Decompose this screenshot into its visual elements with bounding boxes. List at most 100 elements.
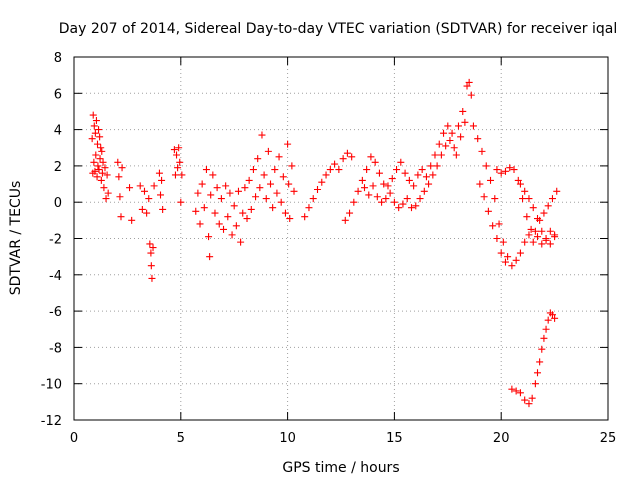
chart-title: Day 207 of 2014, Sidereal Day-to-day VTE… — [59, 21, 617, 37]
data-point — [521, 396, 529, 404]
data-point — [226, 189, 234, 197]
data-point — [146, 240, 154, 248]
data-point — [501, 167, 509, 175]
data-point — [322, 171, 330, 179]
data-point — [209, 171, 217, 179]
data-point — [177, 198, 185, 206]
data-point — [117, 213, 125, 221]
data-point — [128, 216, 136, 224]
data-point — [249, 166, 257, 174]
data-point — [512, 387, 520, 395]
data-point — [429, 171, 437, 179]
data-point — [501, 258, 509, 266]
data-point — [422, 173, 430, 181]
data-point — [405, 176, 413, 184]
data-point — [348, 153, 356, 161]
data-point — [358, 176, 366, 184]
data-point — [222, 182, 230, 190]
data-point — [98, 169, 106, 177]
data-point — [516, 180, 524, 188]
data-point — [380, 180, 388, 188]
data-point — [433, 162, 441, 170]
x-axis-label: GPS time / hours — [282, 460, 399, 476]
data-point — [115, 173, 123, 181]
data-point — [454, 122, 462, 130]
data-point — [444, 122, 452, 130]
data-point — [531, 380, 539, 388]
data-point — [431, 151, 439, 159]
data-point — [194, 189, 202, 197]
data-point — [103, 171, 111, 179]
data-point — [523, 213, 531, 221]
data-point — [521, 187, 529, 195]
data-point — [88, 135, 96, 143]
data-point — [480, 193, 488, 201]
data-point — [525, 231, 533, 239]
data-point — [155, 169, 163, 177]
data-point — [365, 191, 373, 199]
data-point — [493, 235, 501, 242]
data-point — [138, 205, 146, 213]
data-point — [410, 182, 418, 190]
data-point — [158, 176, 166, 184]
data-point — [478, 147, 486, 155]
axis-ticks: 0 5 10 15 20 25 -12 -10 -8 -6 -4 -2 0 2 4 6 8 — [41, 51, 617, 446]
data-point — [89, 111, 97, 119]
data-point — [94, 162, 102, 170]
data-point — [382, 195, 390, 203]
x-tick-label: 0 — [70, 431, 78, 446]
data-point — [95, 166, 103, 174]
y-tick-label: -12 — [41, 414, 62, 429]
y-tick-label: -2 — [49, 233, 62, 248]
data-point — [491, 195, 499, 203]
data-point — [173, 151, 181, 159]
data-point — [116, 193, 124, 201]
data-point — [378, 198, 386, 206]
data-point — [542, 236, 550, 244]
data-point — [416, 195, 424, 203]
data-point — [267, 180, 275, 188]
data-point — [288, 162, 296, 170]
data-point — [401, 169, 409, 177]
data-point — [525, 195, 533, 203]
data-point — [548, 195, 556, 203]
data-point — [118, 164, 126, 172]
data-point — [354, 187, 362, 195]
grid — [74, 57, 608, 420]
data-point — [269, 204, 277, 212]
data-point — [264, 147, 272, 155]
data-point — [90, 158, 98, 166]
data-point — [403, 195, 411, 203]
data-point — [104, 189, 112, 197]
y-tick-label: -6 — [49, 305, 62, 320]
data-point — [540, 209, 548, 217]
data-point — [318, 178, 326, 186]
data-point — [247, 205, 255, 213]
data-point — [384, 182, 392, 190]
data-point — [489, 222, 497, 230]
data-point — [230, 202, 238, 210]
data-point — [285, 180, 293, 188]
data-point — [252, 193, 260, 201]
data-point — [371, 158, 379, 166]
data-point — [390, 198, 398, 206]
data-point — [412, 202, 420, 210]
data-point — [548, 311, 556, 319]
data-point — [206, 253, 214, 261]
y-tick-label: 2 — [54, 160, 62, 175]
data-point — [326, 166, 334, 174]
data-point — [198, 180, 206, 188]
data-point — [499, 238, 507, 246]
data-point — [90, 122, 98, 130]
x-tick-label: 15 — [386, 431, 403, 446]
data-point — [98, 147, 106, 155]
data-point — [232, 222, 240, 230]
data-point — [534, 233, 542, 241]
data-point — [114, 158, 122, 166]
data-point — [393, 166, 401, 174]
data-point — [192, 207, 200, 215]
data-point — [529, 238, 537, 246]
data-point — [245, 176, 253, 184]
data-point — [102, 195, 110, 203]
